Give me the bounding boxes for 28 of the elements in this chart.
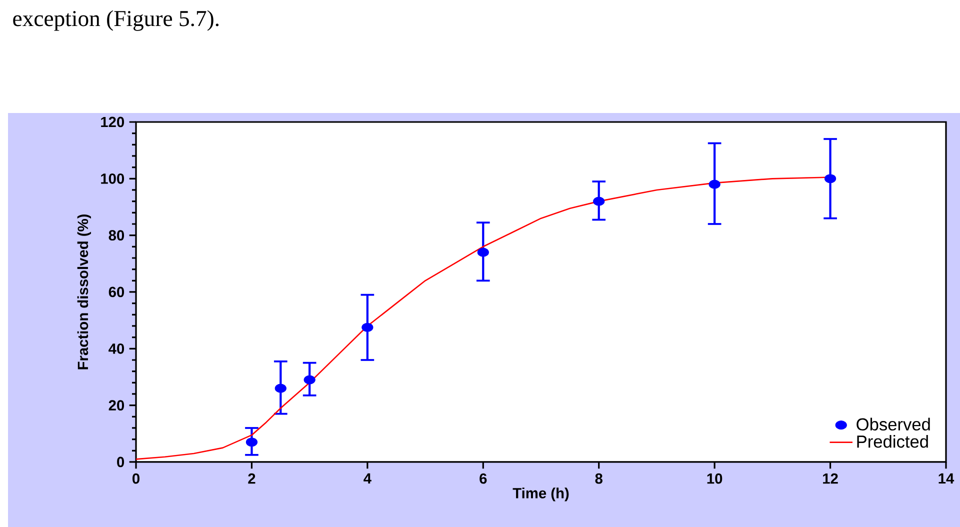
legend-label: Predicted <box>857 435 928 448</box>
point <box>304 375 316 384</box>
y-tick-label: 60 <box>108 286 124 298</box>
x-tick-label: 4 <box>364 473 372 484</box>
point <box>477 248 489 257</box>
y-tick-label: 100 <box>101 173 124 184</box>
point <box>824 174 836 184</box>
point <box>274 384 286 393</box>
point <box>362 322 374 332</box>
y-tick-label: 120 <box>101 116 124 128</box>
legend-label: Observed <box>856 418 930 431</box>
point <box>246 438 258 447</box>
text: exception (Figure 5.7). <box>13 10 219 31</box>
x-tick-label: 6 <box>480 473 487 484</box>
x-tick-label: 12 <box>823 473 838 484</box>
point <box>593 196 605 206</box>
x-tick-label: 2 <box>248 473 256 484</box>
y-tick-label: 40 <box>108 343 124 354</box>
x-tick-label: 0 <box>132 473 140 484</box>
y-tick-label: 0 <box>117 456 124 468</box>
y-tick-label: 80 <box>108 230 124 241</box>
y-tick-label: 20 <box>108 400 124 411</box>
x-tick-label: 14 <box>938 473 954 484</box>
y-axis-title: Fraction dissolved (%) <box>77 214 91 370</box>
x-tick-label: 8 <box>595 473 602 484</box>
point <box>708 180 720 189</box>
x-tick-label: 10 <box>707 473 722 484</box>
x-axis-title: Time (h) <box>512 488 569 502</box>
